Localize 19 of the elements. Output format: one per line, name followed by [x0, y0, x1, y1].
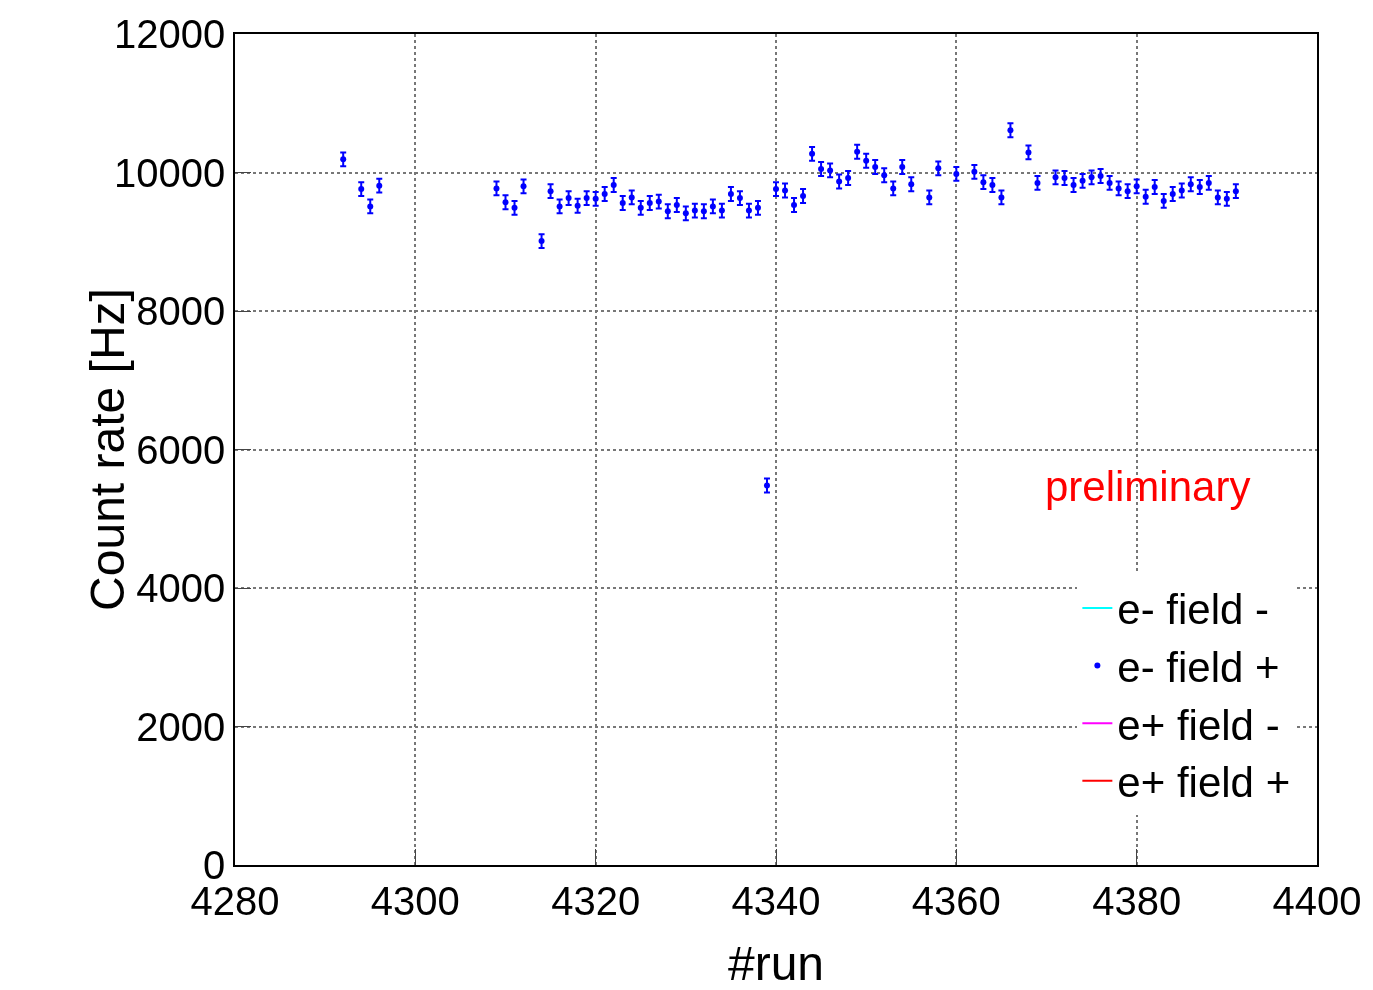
legend-label: e- field +: [1117, 643, 1280, 691]
annotation: preliminary: [1045, 463, 1251, 510]
y-tick-label: 6000: [136, 427, 226, 472]
y-tick-label: 2000: [136, 704, 226, 749]
legend-label: e+ field +: [1117, 759, 1291, 807]
x-tick-label: 4340: [731, 878, 821, 923]
legend-label: e+ field -: [1117, 701, 1280, 749]
x-tick-label: 4380: [1092, 878, 1182, 923]
y-tick-label: 12000: [114, 12, 226, 56]
x-axis-title: #run: [727, 937, 825, 990]
y-tick-label: 4000: [136, 566, 226, 610]
y-axis-title: Count rate [Hz]: [81, 288, 135, 611]
y-tick-label: 8000: [136, 289, 226, 333]
legend-label: e- field -: [1117, 586, 1270, 634]
x-tick-label: 4300: [370, 878, 460, 923]
x-tick-label: 4360: [911, 878, 1001, 923]
x-tick-label: 4320: [551, 878, 641, 923]
x-tick-label: 4400: [1272, 878, 1362, 923]
y-tick-label: 10000: [114, 150, 226, 195]
